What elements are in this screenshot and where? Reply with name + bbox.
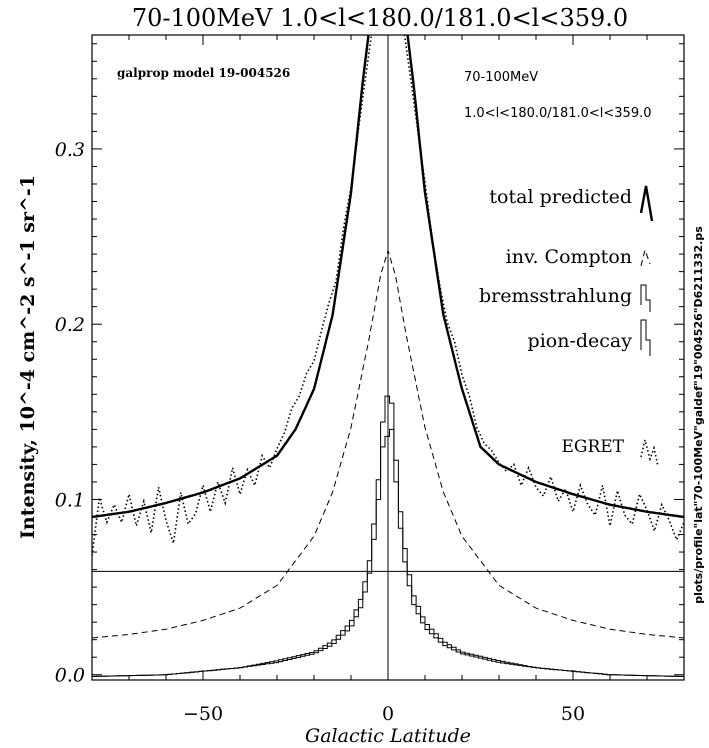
energy-annotation: 70-100MeV <box>464 70 538 85</box>
legend-swatch <box>640 439 659 467</box>
legend-swatch <box>640 284 651 312</box>
legend-swatch <box>640 319 651 356</box>
y-tick-label: 0.0 <box>55 665 85 687</box>
model-annotation: galprop model 19-004526 <box>117 66 290 80</box>
legend-label: total predicted <box>489 186 632 208</box>
legend-label: EGRET <box>561 437 624 457</box>
legend-label: inv. Compton <box>506 246 632 268</box>
legend-swatch <box>640 248 651 267</box>
y-axis-ticks: 0.0 0.1 0.2 0.3 <box>55 43 684 687</box>
side-file-label: plots/profile"lat"70-100MeV"galdef"19"00… <box>692 226 705 604</box>
y-tick-label: 0.2 <box>55 314 85 336</box>
series-total-predicted <box>92 35 684 519</box>
legend-label: bremsstrahlung <box>479 285 632 307</box>
chart-title: 70-100MeV 1.0<l<180.0/181.0<l<359.0 <box>132 4 628 32</box>
legend-label: pion-decay <box>528 330 633 352</box>
series-egret <box>92 35 684 556</box>
x-axis-ticks: −50 0 50 <box>91 35 685 725</box>
y-tick-label: 0.3 <box>55 139 85 161</box>
series-bremsstrahlung <box>92 428 684 677</box>
x-tick-label: −50 <box>183 703 223 725</box>
y-axis-label: Intensity, 10^-4 cm^-2 s^-1 sr^-1 <box>17 175 39 539</box>
x-tick-label: 0 <box>382 703 394 725</box>
series-pion-decay <box>92 395 684 677</box>
legend: total predicted inv. Compton bremsstrahlun… <box>479 185 659 467</box>
y-tick-label: 0.1 <box>55 489 85 511</box>
x-axis-label: Galactic Latitude <box>305 725 471 747</box>
series-inv-compton <box>92 248 684 639</box>
series-layer <box>92 35 684 677</box>
x-tick-label: 50 <box>561 703 585 725</box>
legend-swatch <box>639 185 654 222</box>
lrange-annotation: 1.0<l<180.0/181.0<l<359.0 <box>464 106 652 121</box>
